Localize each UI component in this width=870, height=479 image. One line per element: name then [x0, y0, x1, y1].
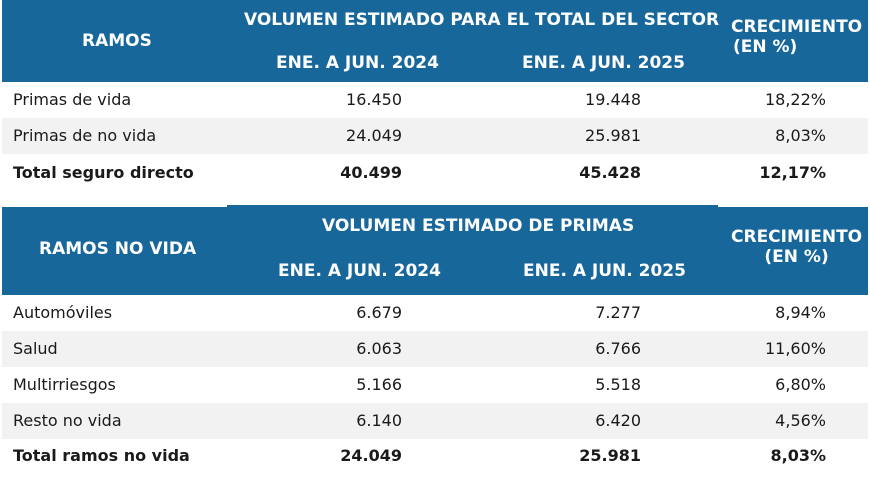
total-label: Total seguro directo: [13, 163, 194, 182]
table-row: Salud 6.063 6.766 11,60%: [2, 331, 868, 367]
col-header-2025: ENE. A JUN. 2025: [523, 261, 686, 281]
ramos-header: RAMOS: [82, 31, 152, 51]
table-row: Automóviles 6.679 7.277 8,94%: [2, 295, 868, 331]
growth-value: 11,60%: [764, 339, 826, 358]
row-label: Primas de vida: [13, 90, 132, 109]
group-header: VOLUMEN ESTIMADO DE PRIMAS: [322, 216, 635, 236]
growth-header-line1: CRECIMIENTO: [731, 227, 863, 247]
growth-header: CRECIMIENTO (EN %): [731, 227, 862, 267]
growth-header-line2: (EN %): [733, 37, 798, 57]
total-row: Total ramos no vida 24.049 25.981 8,03%: [2, 438, 868, 474]
header-divider: [227, 205, 718, 207]
table-row: Primas de no vida 24.049 25.981 8,03%: [2, 118, 868, 154]
value-2025: 25.981: [585, 126, 641, 145]
growth-value: 4,56%: [775, 411, 826, 430]
value-2024: 5.166: [356, 375, 402, 394]
table-header: [2, 207, 868, 295]
total-2024: 24.049: [340, 446, 402, 465]
total-2024: 40.499: [340, 163, 402, 182]
row-label: Automóviles: [13, 303, 113, 322]
value-2025: 6.766: [595, 339, 641, 358]
total-growth: 12,17%: [759, 163, 826, 182]
value-2024: 24.049: [346, 126, 402, 145]
table-header: [2, 0, 868, 82]
group-header: VOLUMEN ESTIMADO PARA EL TOTAL DEL SECTO…: [244, 10, 720, 30]
table-row: Primas de vida 16.450 19.448 18,22%: [2, 82, 868, 118]
ramos-header: RAMOS NO VIDA: [39, 239, 197, 259]
growth-header-line2: (EN %): [764, 247, 829, 267]
growth-value: 8,94%: [775, 303, 826, 322]
value-2024: 6.140: [356, 411, 402, 430]
value-2024: 16.450: [346, 90, 402, 109]
table-row: Multirriesgos 5.166 5.518 6,80%: [2, 367, 868, 403]
table-row: Resto no vida 6.140 6.420 4,56%: [2, 403, 868, 439]
row-label: Primas de no vida: [13, 126, 157, 145]
value-2025: 5.518: [595, 375, 641, 394]
growth-value: 8,03%: [775, 126, 826, 145]
total-growth: 8,03%: [770, 446, 826, 465]
growth-header: CRECIMIENTO (EN %): [731, 17, 862, 57]
col-header-2024: ENE. A JUN. 2024: [278, 261, 441, 281]
total-2025: 45.428: [579, 163, 641, 182]
col-header-2025: ENE. A JUN. 2025: [522, 53, 685, 73]
growth-header-line1: CRECIMIENTO: [731, 17, 863, 37]
total-2025: 25.981: [579, 446, 641, 465]
value-2025: 6.420: [595, 411, 641, 430]
row-label: Salud: [13, 339, 58, 358]
total-label: Total ramos no vida: [13, 446, 190, 465]
col-header-2024: ENE. A JUN. 2024: [276, 53, 439, 73]
row-label: Resto no vida: [13, 411, 122, 430]
row-label: Multirriesgos: [13, 375, 116, 394]
total-row: Total seguro directo 40.499 45.428 12,17…: [2, 155, 868, 191]
value-2025: 7.277: [595, 303, 641, 322]
growth-value: 6,80%: [775, 375, 826, 394]
value-2024: 6.679: [356, 303, 402, 322]
value-2024: 6.063: [356, 339, 402, 358]
growth-value: 18,22%: [764, 90, 826, 109]
value-2025: 19.448: [585, 90, 641, 109]
